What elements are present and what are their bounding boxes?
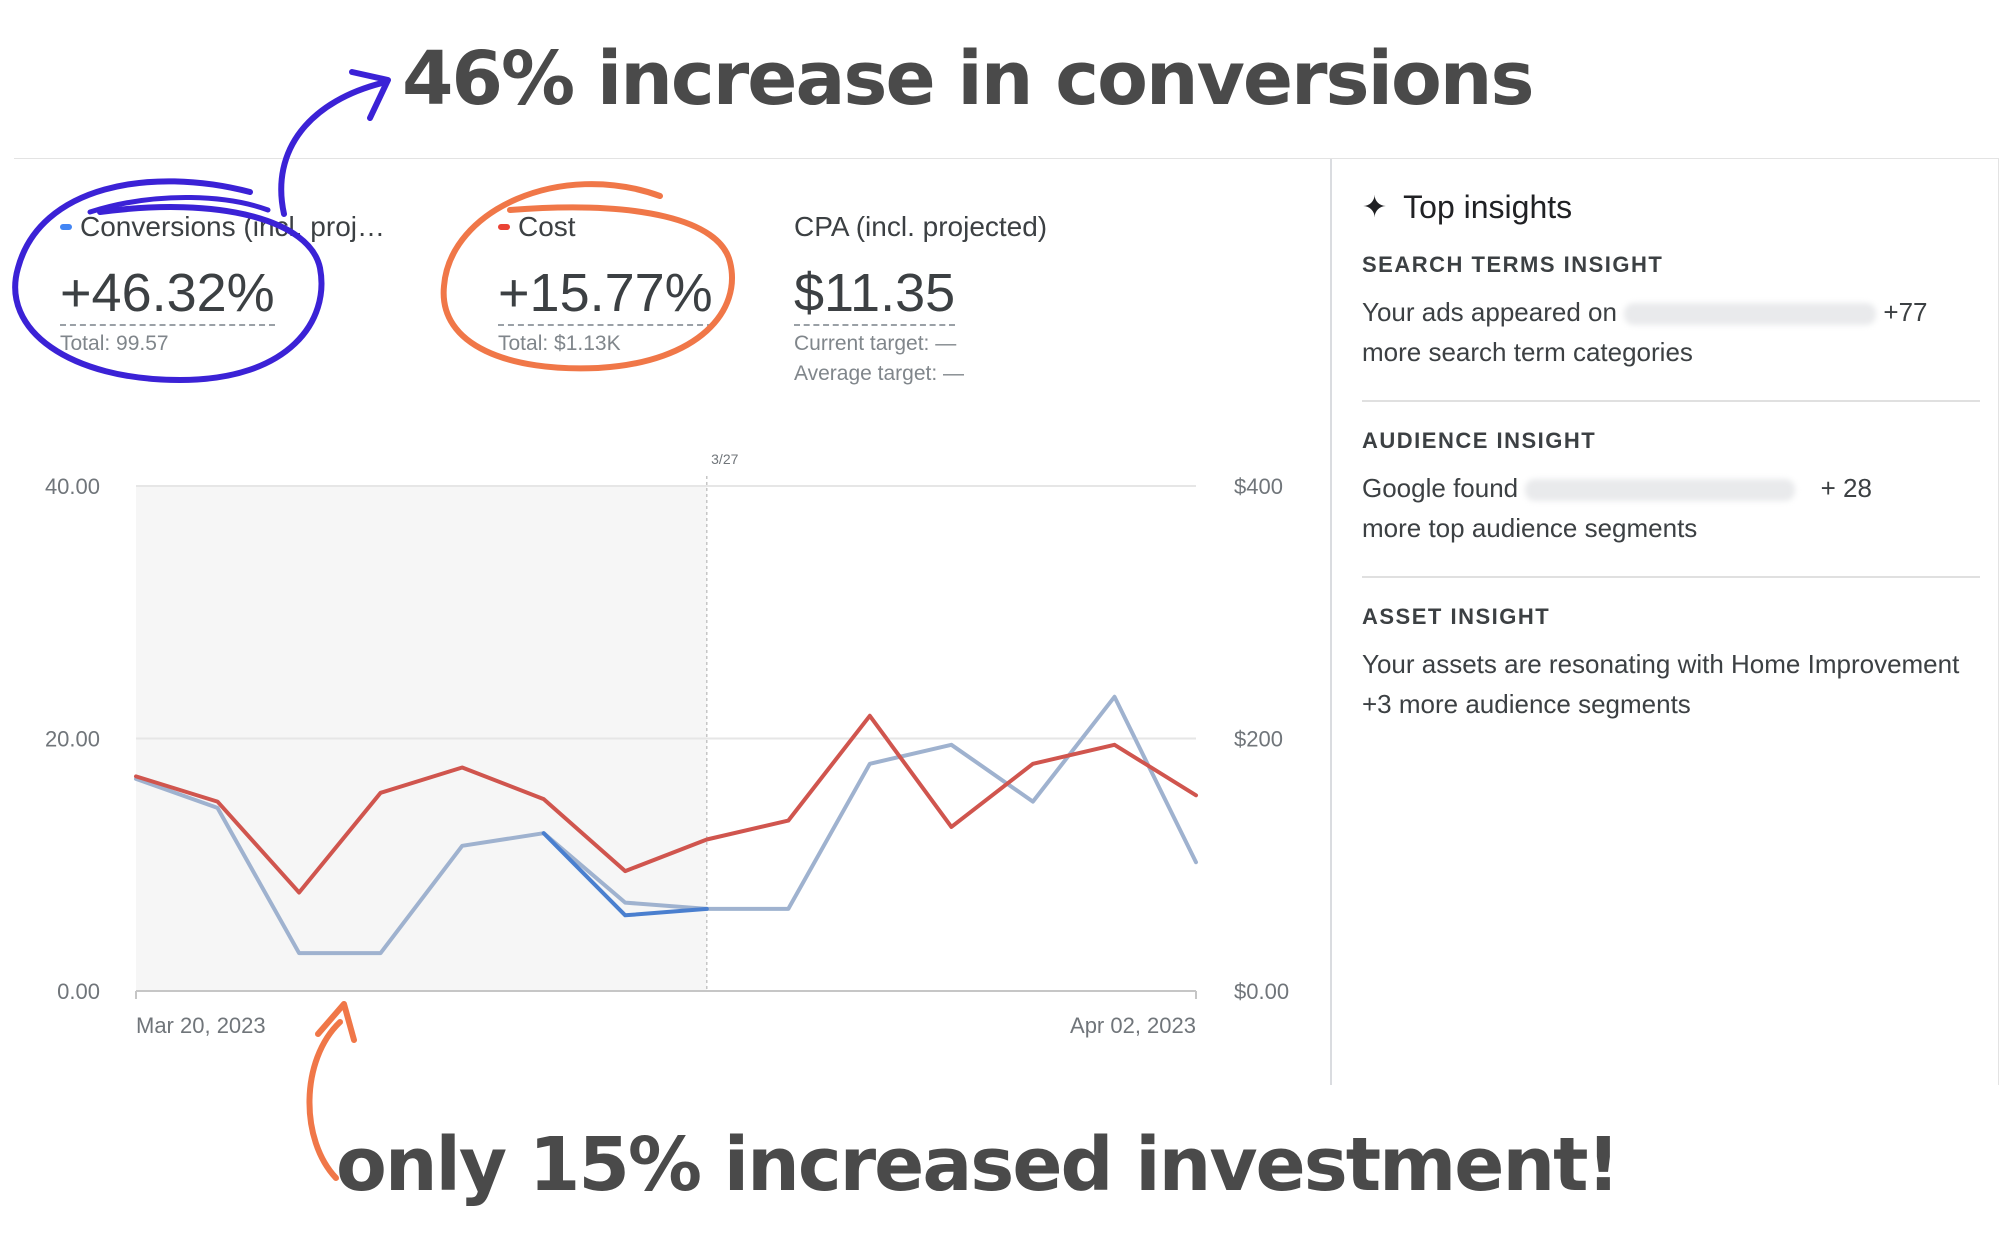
right-axis-tick-label: $400 <box>1234 474 1283 499</box>
left-axis-tick-label: 40.00 <box>45 474 100 499</box>
insight-audience[interactable]: AUDIENCE INSIGHT Google found + 28 more … <box>1362 402 1980 578</box>
headline-top: 46% increase in conversions <box>402 36 1535 122</box>
insight-text-after: + 28 <box>1820 473 1872 503</box>
insight-text-before: Your ads appeared on <box>1362 297 1617 327</box>
insight-text-line2: more top audience segments <box>1362 513 1698 543</box>
left-axis-tick-label: 20.00 <box>45 727 100 752</box>
right-axis-tick-label: $200 <box>1234 727 1283 752</box>
insight-text-before: Google found <box>1362 473 1519 503</box>
cpa-average-target: Average target: — <box>794 361 965 385</box>
insight-text: Google found + 28 more top audience segm… <box>1362 468 1980 548</box>
performance-card: Conversions (incl. proj… +46.32% Total: … <box>14 158 1999 1085</box>
insight-title: AUDIENCE INSIGHT <box>1362 428 1597 453</box>
blurred-text <box>1624 303 1877 326</box>
panel-divider <box>1330 159 1332 1085</box>
insight-text-line2: more search term categories <box>1362 337 1693 367</box>
cpa-value: $11.35 <box>794 265 956 326</box>
x-axis-start-label: Mar 20, 2023 <box>136 1013 266 1038</box>
date-marker-label: 3/27 <box>711 451 738 467</box>
insight-search-terms[interactable]: SEARCH TERMS INSIGHT Your ads appeared o… <box>1362 226 1980 402</box>
left-axis-tick-label: 0.00 <box>57 979 100 1004</box>
series-line-1 <box>541 831 709 918</box>
series-line-2 <box>134 713 1198 895</box>
insight-text: Your ads appeared on +77 more search ter… <box>1362 292 1980 372</box>
insights-header: ✦ Top insights <box>1362 189 1980 226</box>
cpa-label: CPA (incl. projected) <box>794 211 1047 243</box>
cpa-label-text: CPA (incl. projected) <box>794 211 1048 242</box>
series-line-0 <box>134 694 1198 956</box>
headline-bottom: only 15% increased investment! <box>336 1122 1620 1208</box>
top-insights-panel: ✦ Top insights SEARCH TERMS INSIGHT Your… <box>1362 189 1980 752</box>
sparkle-icon: ✦ <box>1362 191 1388 224</box>
right-axis-tick-label: $0.00 <box>1234 979 1289 1004</box>
cpa-current-target: Current target: — <box>794 331 957 355</box>
arrowhead-icon <box>349 69 391 121</box>
metric-cpa[interactable]: CPA (incl. projected) $11.35 Current tar… <box>794 211 1047 386</box>
insight-asset[interactable]: ASSET INSIGHT Your assets are resonating… <box>1362 578 1980 752</box>
blurred-text <box>1525 479 1796 502</box>
performance-chart[interactable]: 0.00 $0.00 20.00 $200 40.00 $400 3/27 Mar 20, 2… <box>14 159 1330 1085</box>
insights-title: Top insights <box>1403 189 1573 225</box>
insight-title: SEARCH TERMS INSIGHT <box>1362 252 1664 277</box>
x-axis-end-label: Apr 02, 2023 <box>1070 1013 1196 1038</box>
insight-title: ASSET INSIGHT <box>1362 604 1551 629</box>
insight-text: Your assets are resonating with Home Imp… <box>1362 649 1960 719</box>
insight-text-after: +77 <box>1883 297 1928 327</box>
